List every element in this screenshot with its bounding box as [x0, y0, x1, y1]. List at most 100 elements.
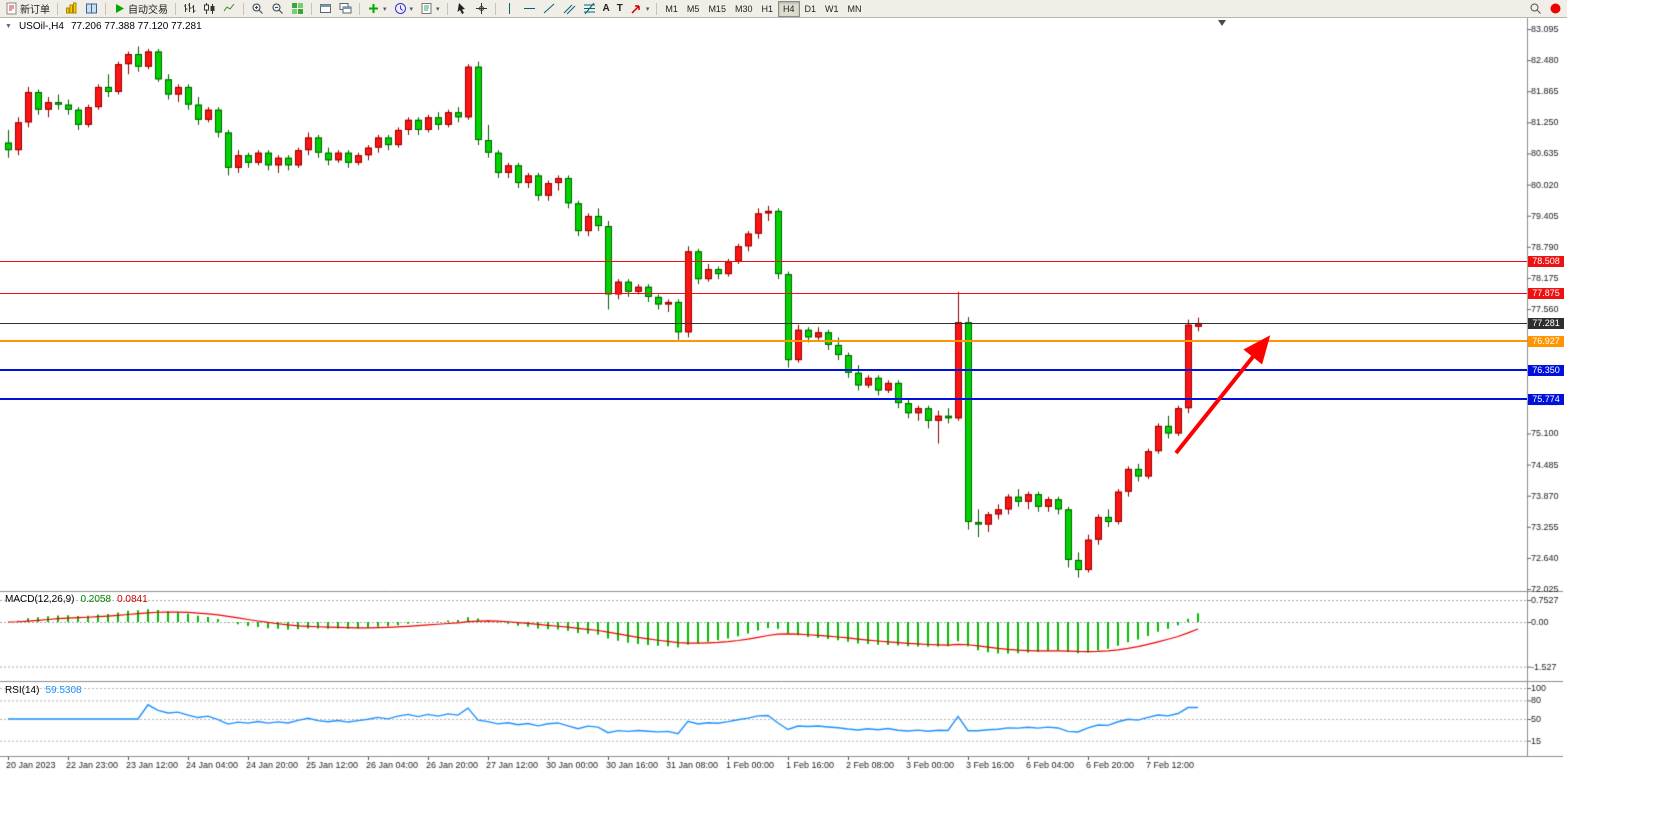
- toolbar-separator: [656, 2, 658, 15]
- tf-h4-label: H4: [782, 3, 795, 14]
- price-level-line[interactable]: [0, 369, 1527, 372]
- equidistant-channel-button[interactable]: [560, 1, 579, 16]
- price-level-line[interactable]: [0, 292, 1527, 294]
- new-chart-icon: [320, 4, 331, 13]
- timeframe-tf-m30-button[interactable]: M30: [731, 2, 757, 16]
- autotrade-label: 自动交易: [128, 5, 168, 16]
- timeframe-tf-m5-button[interactable]: M5: [683, 2, 704, 16]
- tile-windows-icon: [292, 3, 303, 14]
- toolbar-left-group: 新订单 自动交易 ▾ ▾ ▾ A T ▾ M1 M5 M15 M30 H1 H4 D1 W1 MN: [2, 0, 866, 17]
- trendline-button[interactable]: [540, 1, 559, 16]
- templates-button[interactable]: ▾: [417, 1, 443, 16]
- marketwatch-icon: [86, 3, 97, 14]
- chart-shift-marker[interactable]: [1218, 20, 1226, 26]
- tf-m1-label: M1: [665, 3, 678, 14]
- periods-icon: [394, 3, 406, 14]
- charts-button[interactable]: [62, 1, 81, 16]
- arrows-button[interactable]: ▾: [627, 1, 653, 16]
- vertical-line-button[interactable]: [500, 1, 519, 16]
- crosshair-button[interactable]: [472, 1, 491, 16]
- price-level-line[interactable]: [0, 260, 1527, 262]
- indicators-icon: [369, 4, 378, 13]
- templates-icon: [421, 3, 432, 14]
- tf-d1-label: D1: [804, 3, 817, 14]
- trendline-icon: [543, 3, 554, 14]
- price-level-line[interactable]: [0, 398, 1527, 401]
- candle-chart-icon: [204, 3, 215, 14]
- indicators-button[interactable]: ▾: [364, 1, 390, 16]
- zoom-in-icon: [252, 3, 263, 14]
- arrows-icon: [631, 5, 640, 14]
- text-icon: A: [602, 3, 610, 14]
- macd-signal-value: 0.0841: [117, 594, 148, 605]
- new-chart-button[interactable]: [316, 1, 335, 16]
- price-level-line[interactable]: [0, 340, 1527, 343]
- price-level-label: 76.350: [1528, 364, 1564, 376]
- horizontal-line-button[interactable]: [520, 1, 539, 16]
- zoom-out-icon: [272, 3, 283, 14]
- tf-mn-label: MN: [847, 3, 862, 14]
- toolbar-separator: [311, 2, 312, 15]
- rsi-label: RSI(14): [5, 685, 40, 696]
- timeframe-tf-d1-button[interactable]: D1: [801, 2, 821, 16]
- autotrade-icon: [116, 4, 124, 13]
- tf-w1-label: W1: [825, 3, 839, 14]
- price-level-line[interactable]: [0, 322, 1527, 324]
- tile-windows-button[interactable]: [288, 1, 307, 16]
- toolbar-separator: [359, 2, 360, 15]
- text-button[interactable]: A: [600, 1, 613, 16]
- timeframe-tf-w1-button[interactable]: W1: [821, 2, 843, 16]
- toolbar-right-group: [1526, 1, 1565, 16]
- price-level-label: 77.281: [1528, 317, 1564, 329]
- bar-chart-icon: [184, 3, 196, 13]
- fibonacci-button[interactable]: [580, 1, 599, 16]
- cursor-button[interactable]: [452, 1, 471, 16]
- text-label-icon: T: [616, 3, 623, 14]
- notifications-button[interactable]: [1546, 1, 1565, 16]
- toolbar: 新订单 自动交易 ▾ ▾ ▾ A T ▾ M1 M5 M15 M30 H1 H4 D1 W1 MN: [0, 0, 1567, 18]
- chevron-down-icon: ▾: [436, 5, 440, 13]
- bar-chart-button[interactable]: [180, 1, 199, 16]
- price-level-label: 77.875: [1528, 287, 1564, 299]
- text-label-button[interactable]: T: [614, 1, 626, 16]
- charts-icon: [66, 2, 77, 14]
- periods-button[interactable]: ▾: [391, 1, 417, 16]
- fibonacci-icon: [583, 2, 595, 15]
- new-order-button[interactable]: 新订单: [2, 1, 53, 16]
- toolbar-separator: [105, 2, 106, 15]
- rsi-value: 59.5308: [45, 685, 82, 696]
- zoom-in-button[interactable]: [248, 1, 267, 16]
- one-click-trading-toggle[interactable]: ▼: [5, 22, 12, 30]
- price-level-label: 78.508: [1528, 255, 1564, 267]
- chevron-down-icon: ▾: [645, 5, 650, 13]
- equidistant-channel-icon: [563, 4, 575, 15]
- notifications-icon: [1550, 3, 1561, 14]
- tf-m5-label: M5: [686, 3, 700, 14]
- search-icon: [1530, 3, 1541, 14]
- new-order-label: 新订单: [20, 5, 50, 16]
- tf-m30-label: M30: [734, 3, 753, 14]
- horizontal-line-icon: [523, 8, 535, 9]
- candle-chart-button[interactable]: [200, 1, 219, 16]
- timeframe-tf-h4-button[interactable]: H4: [777, 0, 800, 17]
- zoom-out-button[interactable]: [268, 1, 287, 16]
- timeframe-tf-h1-button[interactable]: H1: [757, 2, 777, 16]
- timeframe-tf-m1-button[interactable]: M1: [661, 2, 682, 16]
- profiles-button[interactable]: [336, 1, 355, 16]
- cursor-icon: [457, 3, 465, 14]
- line-chart-button[interactable]: [220, 1, 239, 16]
- new-order-icon: [6, 2, 17, 15]
- timeframe-tf-mn-button[interactable]: MN: [844, 2, 866, 16]
- toolbar-separator: [446, 2, 448, 15]
- toolbar-separator: [243, 2, 244, 15]
- autotrade-button[interactable]: 自动交易: [110, 1, 171, 16]
- marketwatch-button[interactable]: [82, 1, 101, 16]
- search-button[interactable]: [1526, 1, 1545, 16]
- chevron-down-icon: ▾: [409, 5, 414, 13]
- toolbar-separator: [494, 2, 496, 15]
- tf-h1-label: H1: [761, 3, 773, 14]
- toolbar-separator: [57, 2, 58, 15]
- timeframe-tf-m15-button[interactable]: M15: [704, 2, 730, 16]
